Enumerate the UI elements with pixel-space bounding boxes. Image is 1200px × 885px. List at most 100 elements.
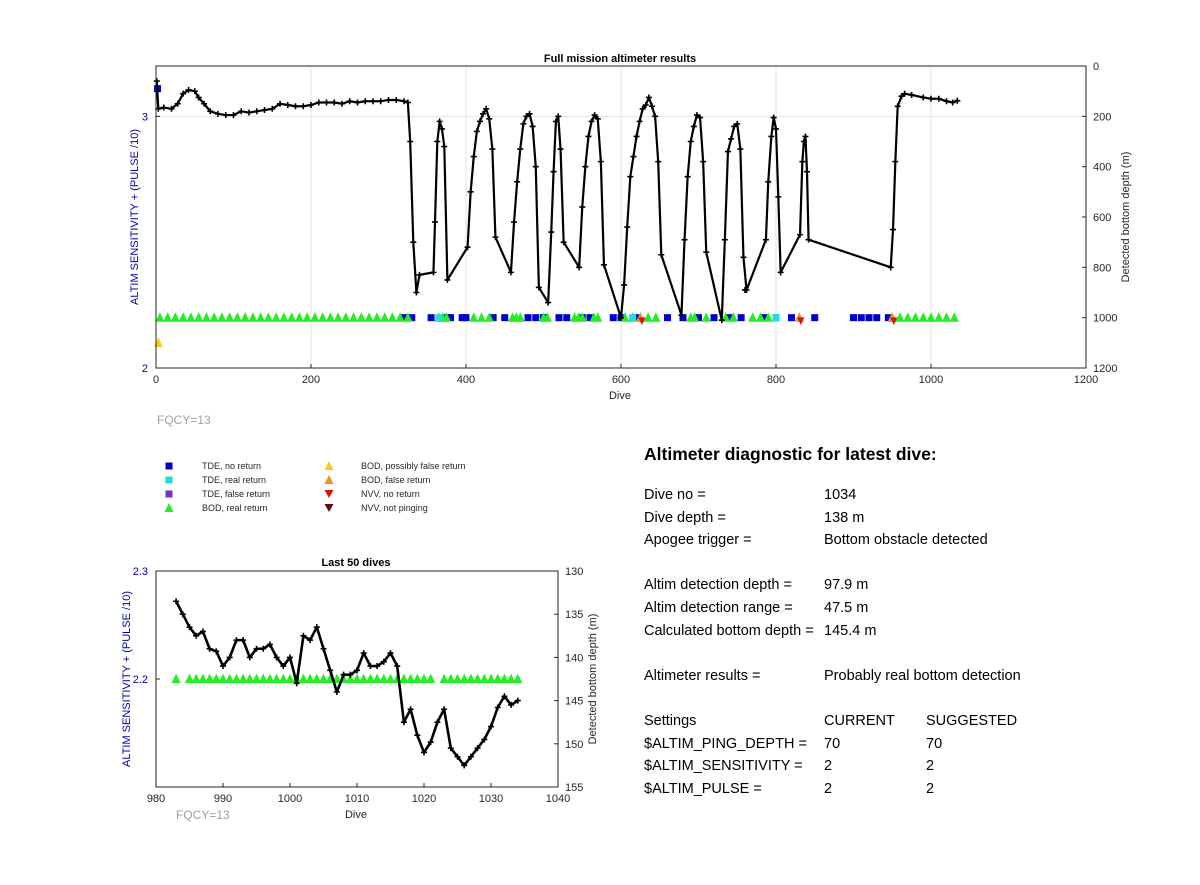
bottom-depth-point	[347, 671, 354, 678]
bottom-depth-point	[576, 264, 583, 271]
bod-real-return-marker	[426, 673, 436, 684]
bod-real-return-marker	[341, 312, 351, 322]
bottom-depth-point	[594, 115, 601, 122]
bottom-depth-point	[588, 118, 595, 125]
tde-no-return-marker	[633, 314, 640, 322]
bod-real-return-marker	[515, 312, 525, 322]
bottom-depth-point	[928, 95, 934, 102]
bottom-depth-point	[681, 236, 688, 243]
bottom-depth-point	[195, 94, 202, 101]
bottom-depth-point	[731, 123, 738, 130]
bod-real-return-marker	[459, 673, 469, 684]
bottom-depth-point	[438, 125, 445, 132]
bottom-depth-point	[740, 254, 747, 261]
bod-real-return-marker	[211, 673, 221, 684]
tde-no-return-marker	[726, 314, 733, 322]
bottom-depth-point	[474, 745, 481, 752]
bottom-depth-point	[804, 168, 810, 175]
bottom-depth-point	[773, 125, 779, 132]
bottom-depth-point	[642, 102, 649, 109]
bottom-depth-point	[238, 108, 245, 115]
bottom-depth-point	[293, 680, 300, 687]
bod-real-return-marker	[252, 673, 261, 684]
tde-no-return-marker	[400, 314, 408, 322]
nvv-no-return-marker	[638, 317, 646, 325]
setting-suggested: 2	[926, 780, 935, 797]
main-chart-ylabel-left: ALTIM SENSITIVITY + (PULSE /10)	[129, 129, 141, 305]
bottom-depth-point	[185, 86, 192, 93]
bod-real-return-marker	[265, 673, 275, 684]
bottom-depth-point	[323, 99, 330, 106]
bottom-depth-point	[532, 163, 539, 170]
setting-row: $ALTIM_SENSITIVITY = 2 2	[644, 758, 1184, 781]
diag-row-calc-depth: Calculated bottom depth = 145.4 m	[644, 623, 1184, 646]
calc-depth-value: 145.4 m	[824, 622, 877, 639]
nvv-no-return-marker	[890, 317, 898, 325]
bod-real-return-marker	[372, 673, 382, 684]
bottom-depth-point	[800, 138, 807, 145]
bod-real-return-marker	[395, 312, 405, 322]
y-right-tick-label: 400	[1093, 162, 1111, 174]
bod-real-return-marker	[263, 312, 273, 322]
bottom-depth-point	[639, 105, 646, 112]
tde-no-return-marker	[788, 314, 795, 322]
tde-no-return-marker	[501, 314, 509, 322]
bottom-depth-point	[560, 239, 567, 246]
y-left-tick-label: 3	[142, 111, 148, 123]
bottom-depth-point	[693, 112, 700, 119]
bod-real-return-marker	[593, 312, 603, 322]
bottom-depth-point	[633, 133, 640, 140]
legend-label: BOD, false return	[361, 475, 431, 485]
setting-row: $ALTIM_PULSE = 2 2	[644, 781, 1184, 804]
legend-marker-triangle-up	[324, 461, 334, 470]
bod-real-return-marker	[406, 673, 416, 684]
setting-suggested: 2	[926, 758, 935, 775]
x-tick-label: 1000	[919, 374, 943, 386]
bottom-depth-point	[591, 112, 598, 119]
bottom-depth-point	[655, 158, 662, 165]
legend-marker-square	[165, 476, 173, 484]
bottom-depth-point	[407, 706, 414, 713]
y-right-tick-label: 0	[1093, 61, 1099, 73]
bottom-depth-point	[273, 654, 280, 661]
bod-real-return-marker	[310, 312, 320, 322]
bod-real-return-marker	[477, 312, 486, 322]
bottom-depth-point	[481, 736, 488, 743]
tde-no-return-marker	[532, 314, 540, 322]
bottom-depth-point	[432, 219, 438, 226]
diag-row-dive-depth: Dive depth = 138 m	[644, 510, 1184, 533]
bottom-depth-point	[762, 236, 769, 243]
bottom-depth-line	[155, 81, 958, 322]
bottom-depth-point	[287, 654, 293, 661]
tde-no-return-marker	[447, 314, 454, 322]
bottom-depth-point	[354, 667, 360, 674]
bod-real-return-marker	[217, 312, 227, 322]
bottom-depth-point	[292, 103, 299, 110]
bottom-depth-point	[191, 88, 198, 95]
tde-real-return-marker	[435, 314, 443, 322]
legend-marker-triangle-up	[164, 503, 174, 512]
bod-real-return-marker	[258, 673, 268, 684]
bottom-depth-point	[777, 269, 784, 276]
bottom-depth-point	[678, 312, 685, 319]
bottom-depth-point	[480, 110, 487, 117]
bottom-depth-line	[174, 600, 519, 767]
setting-name: $ALTIM_PULSE =	[644, 780, 762, 797]
bottom-depth-point	[339, 100, 345, 107]
bottom-depth-point	[548, 229, 555, 236]
bod-real-return-marker	[651, 312, 661, 322]
legend-label: TDE, real return	[202, 475, 266, 485]
bottom-depth-point	[374, 663, 381, 670]
legend-label: BOD, possibly false return	[361, 461, 466, 471]
altim-depth-value: 97.9 m	[824, 577, 869, 594]
bod-real-return-marker	[442, 312, 452, 322]
bod-real-return-marker	[942, 312, 951, 322]
current-label: CURRENT	[824, 712, 895, 729]
diagnostic-panel: Altimeter diagnostic for latest dive: Di…	[644, 444, 1184, 803]
tde-no-return-marker	[760, 314, 768, 322]
bottom-depth-point	[949, 99, 956, 106]
suggested-label: SUGGESTED	[926, 712, 1018, 729]
bottom-depth-point	[514, 178, 521, 185]
bod-real-return-marker	[171, 673, 181, 684]
